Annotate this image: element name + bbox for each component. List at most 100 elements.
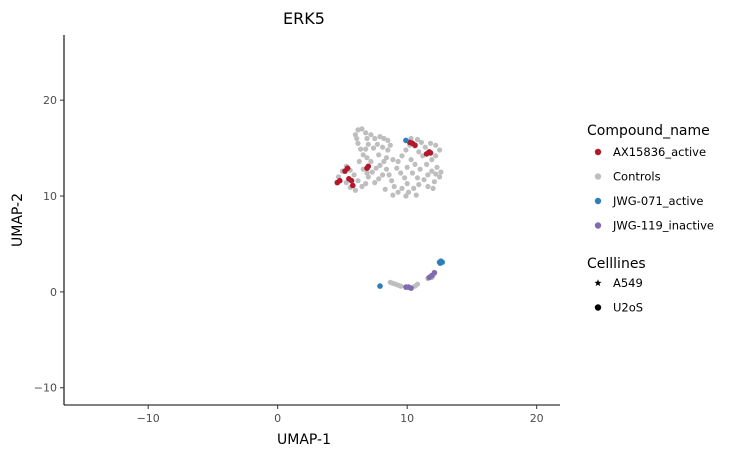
data-point-controls	[385, 137, 391, 143]
data-point-ax15836-active	[427, 150, 434, 156]
data-point-controls	[391, 183, 397, 190]
data-point-controls	[394, 165, 400, 171]
x-tick-label: 20	[530, 412, 544, 425]
y-tick-label: 10	[43, 190, 57, 203]
legend: Compound_name AX15836_active Controls JWG-…	[587, 123, 714, 315]
data-point-controls	[376, 176, 382, 182]
data-point-ax15836-active	[412, 142, 418, 148]
data-point-controls	[438, 169, 444, 175]
legend-key-jwg-119-inactive	[594, 222, 602, 229]
data-point-controls	[369, 169, 375, 175]
legend-key-u2os-circle-icon	[594, 304, 602, 311]
data-point-controls	[433, 142, 439, 148]
data-point-controls	[372, 135, 378, 142]
data-point-controls	[403, 193, 409, 199]
legend-key-ax15836-active	[594, 148, 602, 156]
data-point-controls	[382, 186, 388, 192]
data-point-jwg-119-inactive	[408, 285, 414, 291]
y-axis-title: UMAP-2	[10, 193, 26, 247]
data-point-controls	[365, 141, 371, 147]
data-point-controls	[355, 140, 361, 146]
data-point-controls	[437, 174, 443, 180]
data-point-controls	[425, 172, 431, 178]
data-point-controls	[343, 180, 349, 186]
data-point-controls	[430, 185, 436, 191]
x-axis-title: UMAP-1	[277, 432, 331, 448]
data-point-controls	[356, 158, 362, 165]
data-point-controls	[417, 166, 423, 172]
data-point-controls	[414, 281, 421, 287]
data-point-controls	[408, 157, 414, 163]
legend-key-a549-star-icon	[594, 279, 602, 287]
data-point-ax15836-active	[348, 177, 355, 184]
x-tick-label: 0	[274, 412, 281, 425]
data-point-controls	[427, 140, 434, 146]
legend-key-jwg-071-active	[594, 197, 602, 205]
data-point-controls	[398, 170, 404, 176]
series-jwg-071-active	[377, 137, 446, 289]
plot-area	[334, 126, 446, 291]
data-point-controls	[383, 155, 390, 161]
data-point-controls	[364, 170, 370, 176]
legend-label-u2os: U2oS	[613, 301, 643, 315]
data-point-controls	[360, 152, 366, 158]
data-point-controls	[422, 144, 428, 150]
y-tick-label: −10	[34, 382, 57, 395]
data-point-controls	[386, 172, 392, 178]
data-point-ax15836-active	[350, 182, 356, 189]
chart-title: ERK5	[283, 9, 325, 28]
data-point-controls	[363, 181, 369, 187]
data-point-controls	[389, 178, 395, 184]
legend-cellline-items: A549 U2oS	[594, 276, 643, 315]
data-point-controls	[416, 181, 422, 188]
data-point-controls	[372, 180, 378, 186]
data-point-controls	[387, 279, 393, 285]
data-point-controls	[359, 183, 365, 190]
data-point-controls	[387, 142, 393, 148]
data-point-jwg-119-inactive	[431, 269, 438, 276]
data-point-controls	[431, 179, 437, 185]
data-point-controls	[385, 147, 391, 153]
data-point-controls	[395, 189, 401, 195]
legend-label-a549: A549	[613, 276, 643, 290]
data-point-controls	[416, 149, 422, 155]
data-point-controls	[411, 185, 417, 191]
data-point-controls	[368, 158, 374, 165]
series-ax15836-active	[334, 139, 434, 189]
legend-label-ax15836-active: AX15836_active	[613, 145, 706, 159]
data-point-controls	[381, 135, 387, 142]
data-point-controls	[409, 170, 415, 176]
y-tick-label: 20	[43, 94, 57, 107]
data-point-controls	[429, 157, 435, 163]
data-point-jwg-071-active	[377, 283, 383, 289]
data-point-controls	[413, 192, 419, 198]
data-point-controls	[374, 141, 380, 147]
data-point-ax15836-active	[344, 165, 351, 171]
legend-compound-title: Compound_name	[587, 123, 710, 139]
data-point-controls	[412, 161, 418, 167]
data-point-controls	[404, 181, 410, 187]
data-point-controls	[399, 153, 405, 159]
data-point-controls	[352, 187, 358, 193]
data-point-controls	[380, 144, 386, 150]
data-point-jwg-071-active	[403, 137, 409, 144]
x-tick-label: −10	[137, 412, 160, 425]
data-point-jwg-071-active	[437, 260, 444, 266]
data-point-controls	[383, 166, 390, 172]
data-point-controls	[368, 132, 374, 138]
data-point-controls	[404, 164, 410, 170]
data-point-controls	[364, 155, 370, 161]
series-jwg-119-inactive	[403, 269, 438, 291]
data-point-controls	[355, 178, 361, 184]
data-point-controls	[351, 172, 357, 178]
data-point-controls	[402, 175, 408, 181]
data-point-controls	[358, 146, 364, 152]
data-point-controls	[414, 175, 421, 181]
data-point-controls	[377, 134, 383, 140]
data-point-controls	[363, 146, 369, 152]
legend-label-jwg-071-active: JWG-071_active	[612, 194, 703, 208]
data-point-controls	[424, 161, 430, 167]
data-point-controls	[405, 189, 412, 195]
data-point-controls	[364, 135, 370, 142]
